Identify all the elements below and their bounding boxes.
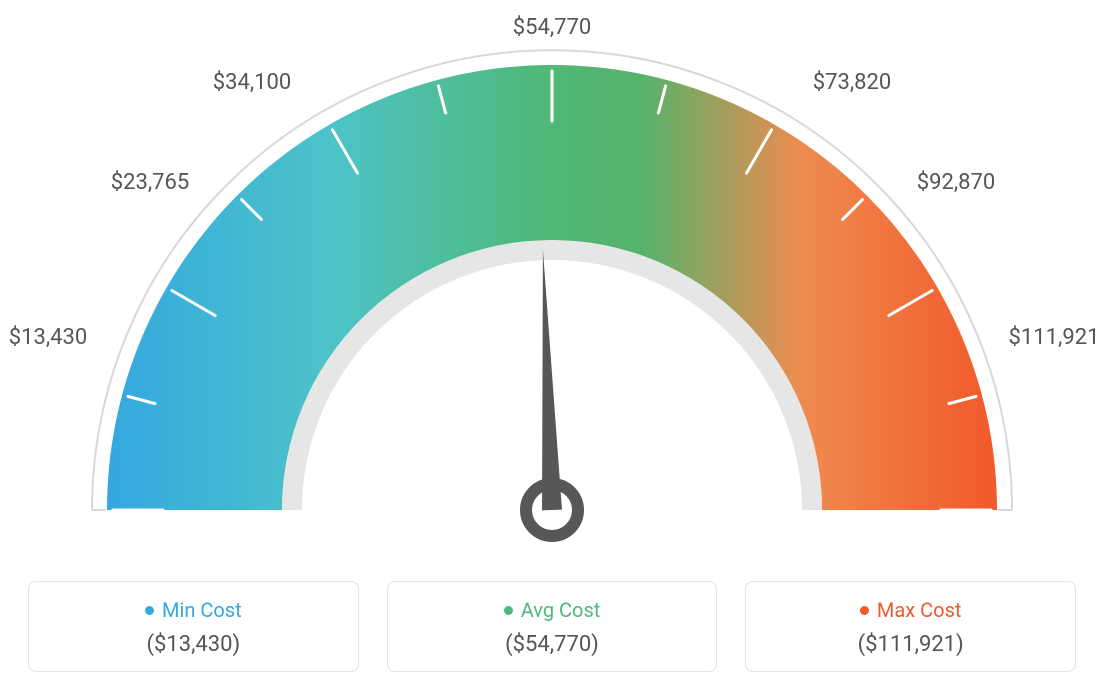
legend-title-max: Max Cost — [860, 598, 962, 622]
legend-title-text-max: Max Cost — [877, 598, 962, 622]
legend-dot-min — [145, 606, 154, 615]
legend-card-min: Min Cost ($13,430) — [28, 581, 359, 672]
legend-title-min: Min Cost — [145, 598, 242, 622]
gauge-tick-label: $73,820 — [813, 70, 892, 95]
legend-dot-avg — [504, 606, 513, 615]
legend-row: Min Cost ($13,430) Avg Cost ($54,770) Ma… — [0, 581, 1104, 672]
legend-value-max: ($111,921) — [756, 632, 1065, 657]
gauge-tick-label: $54,770 — [513, 15, 592, 40]
legend-card-max: Max Cost ($111,921) — [745, 581, 1076, 672]
legend-card-avg: Avg Cost ($54,770) — [387, 581, 718, 672]
gauge-svg — [0, 10, 1104, 565]
legend-title-avg: Avg Cost — [504, 598, 601, 622]
legend-value-avg: ($54,770) — [398, 632, 707, 657]
legend-dot-max — [860, 606, 869, 615]
gauge-area: $13,430 $23,765 $34,100 $54,770 $73,820 $92,8… — [0, 0, 1104, 555]
legend-value-min: ($13,430) — [39, 632, 348, 657]
gauge-tick-label: $111,921 — [1009, 325, 1100, 350]
legend-title-text-avg: Avg Cost — [521, 598, 601, 622]
gauge-tick-label: $13,430 — [9, 325, 88, 350]
legend-title-text-min: Min Cost — [162, 598, 242, 622]
gauge-tick-label: $92,870 — [917, 170, 996, 195]
cost-gauge-container: $13,430 $23,765 $34,100 $54,770 $73,820 $92,8… — [0, 0, 1104, 690]
gauge-tick-label: $23,765 — [111, 170, 190, 195]
gauge-tick-label: $34,100 — [213, 70, 292, 95]
